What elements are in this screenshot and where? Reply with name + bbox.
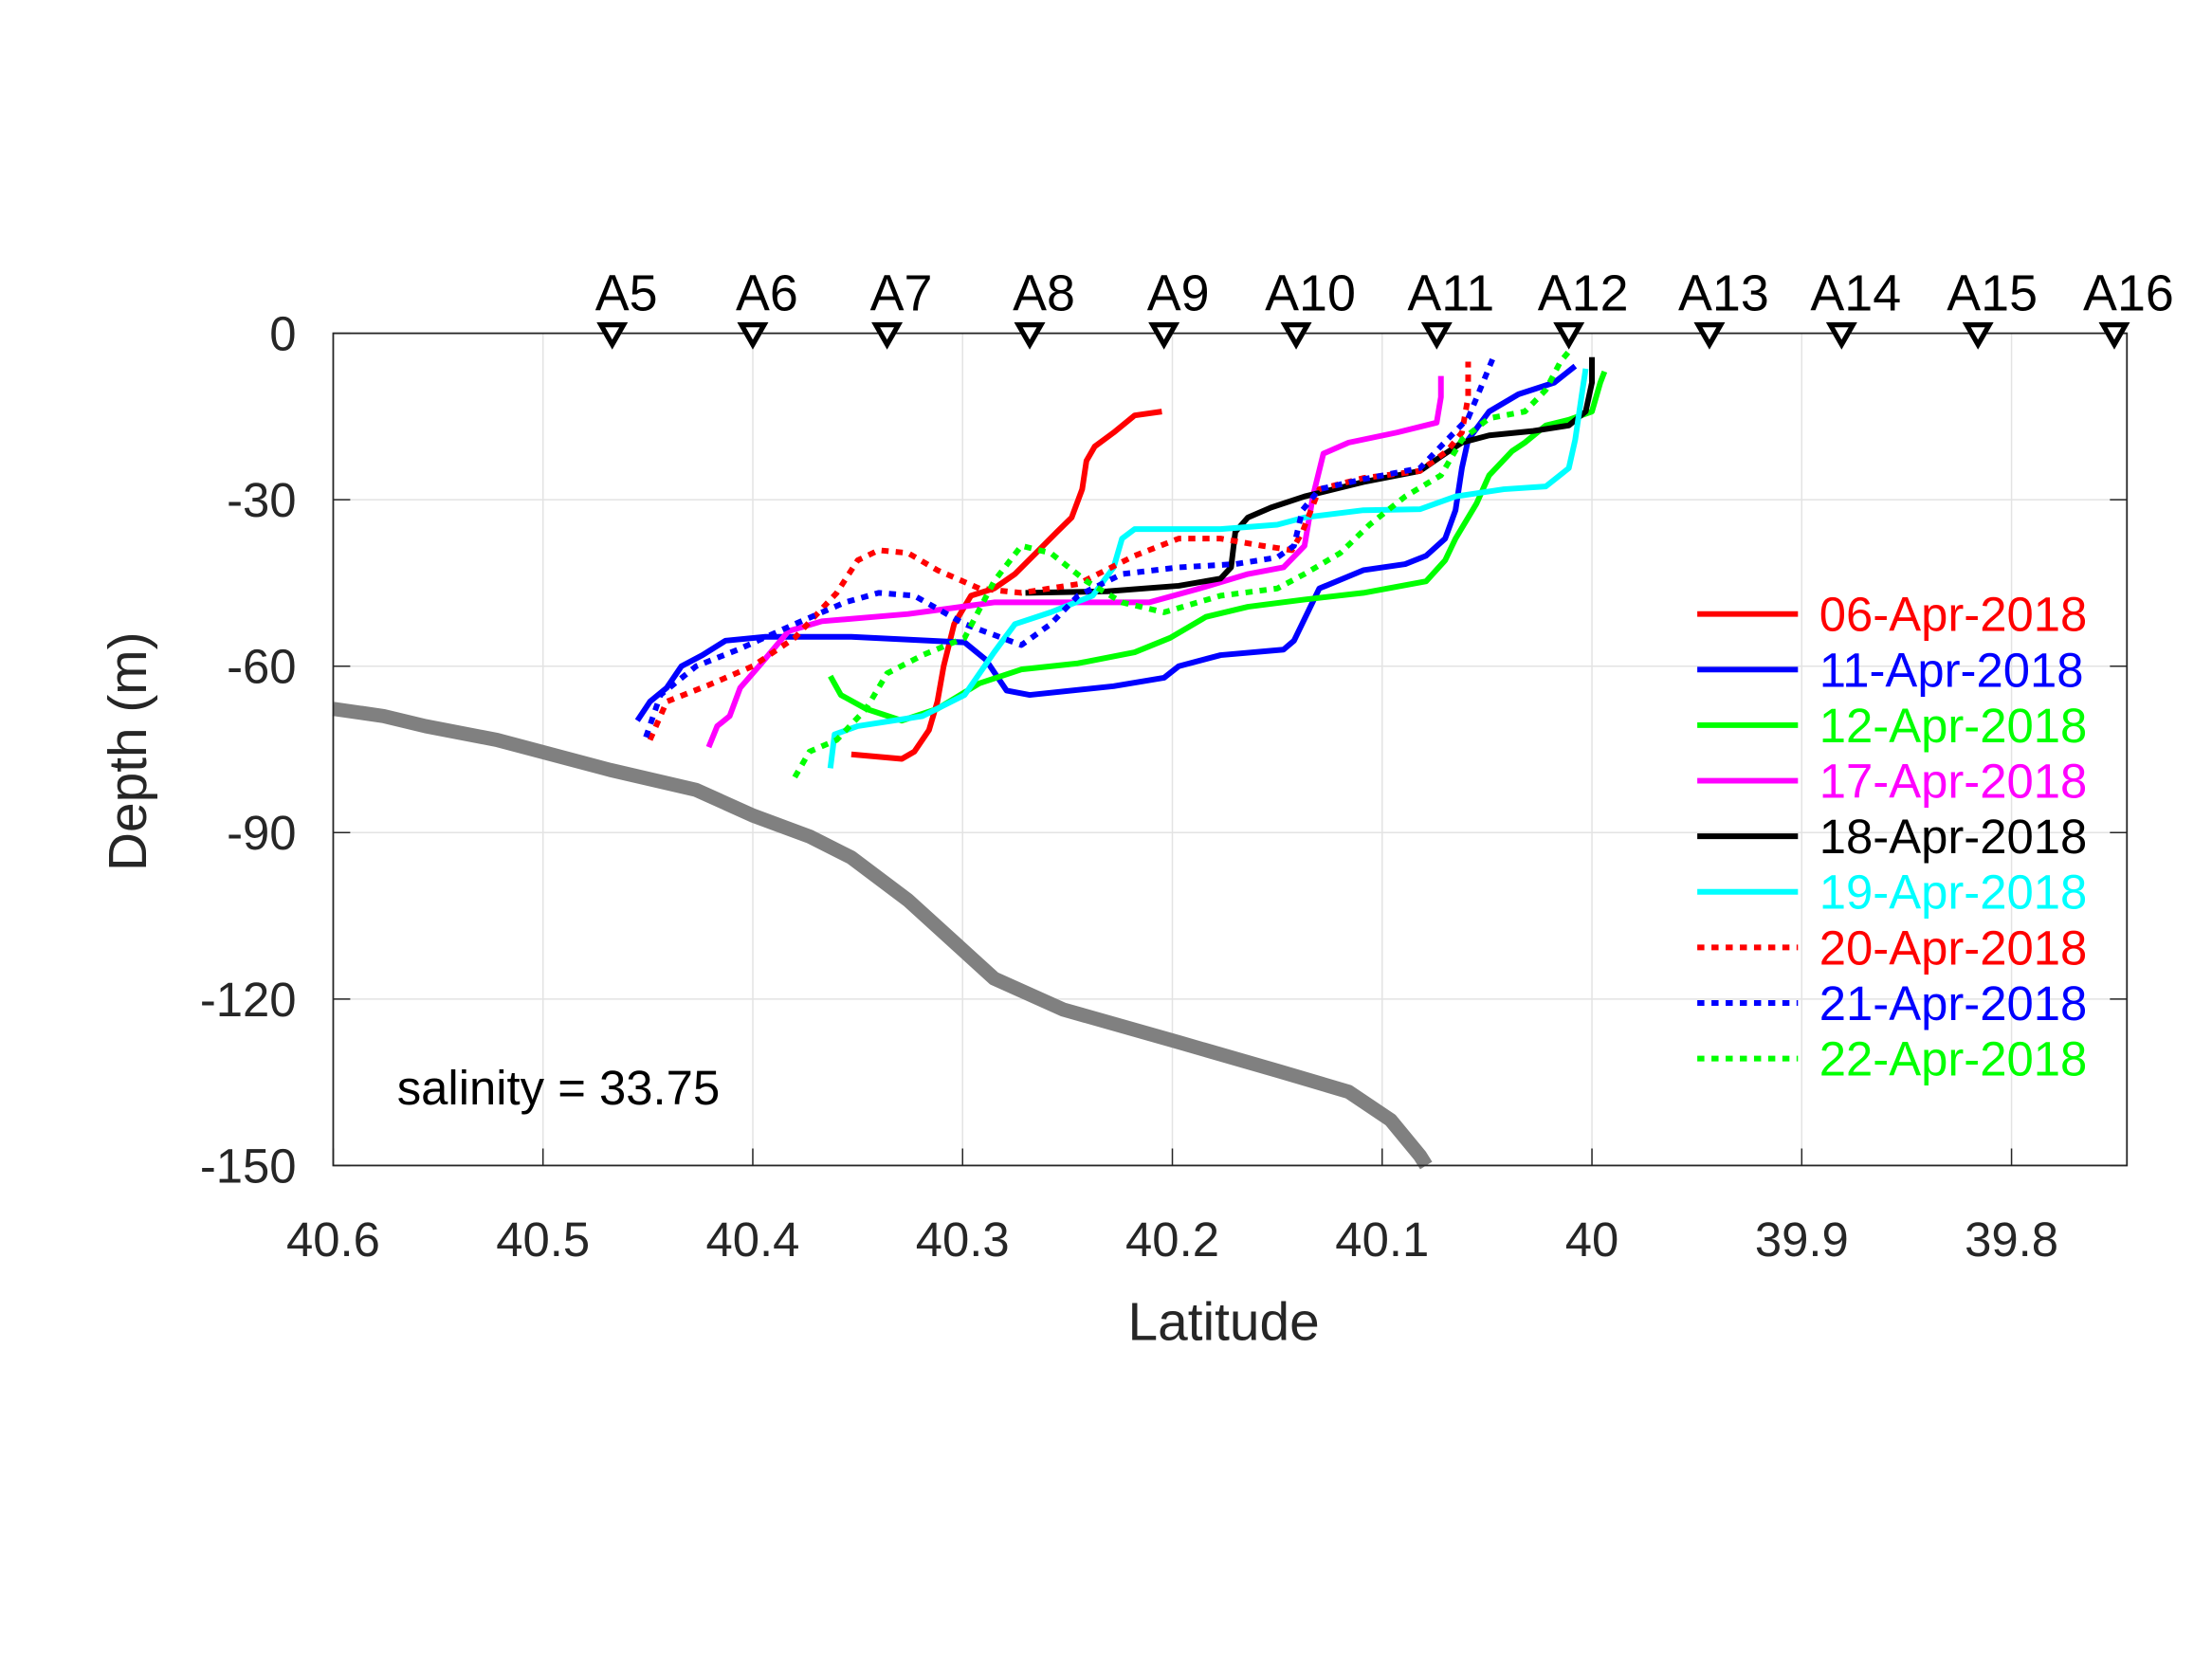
y-axis-label: Depth (m) [99, 631, 158, 871]
legend-entry: 20-Apr-2018 [1819, 921, 2088, 975]
series-line-18-Apr-2018 [1025, 356, 1596, 596]
station-markers: A5 A6 A7 A8 A9 A10 A11 A12 A13 A14 A15 A16 [595, 265, 2174, 350]
station-label: A6 [736, 265, 798, 322]
station-triangle-icon [1420, 321, 1453, 350]
legend-entry: 17-Apr-2018 [1819, 755, 2088, 809]
x-tick-label: 40.1 [1335, 1212, 1429, 1267]
legend-entry: 06-Apr-2018 [1819, 588, 2088, 642]
station-label: A16 [2083, 265, 2174, 322]
x-tick-label: 40 [1565, 1212, 1619, 1267]
y-tick-label: -60 [227, 640, 296, 694]
y-tick-label: -120 [200, 973, 297, 1027]
station-triangle-icon [596, 321, 629, 350]
x-tick-label: 40.5 [496, 1212, 590, 1267]
y-tick-label: -90 [227, 806, 296, 860]
y-tick-label: -30 [227, 473, 296, 527]
legend-entry: 18-Apr-2018 [1819, 810, 2088, 864]
station-triangle-icon [1553, 321, 1585, 350]
bathymetry-line [332, 702, 1433, 1170]
plot-frame [332, 332, 2129, 1167]
series-line-22-Apr-2018 [792, 349, 1571, 779]
station-triangle-icon [1693, 321, 1726, 350]
y-tick-label: -150 [200, 1139, 297, 1193]
station-triangle-icon [2098, 321, 2130, 350]
station-triangle-icon [1014, 321, 1046, 350]
station-label: A10 [1265, 265, 1356, 322]
station-label: A13 [1678, 265, 1769, 322]
station-triangle-icon [737, 321, 769, 350]
station-label: A12 [1538, 265, 1629, 322]
series-line-06-Apr-2018 [850, 409, 1162, 762]
x-tick-label: 39.9 [1755, 1212, 1849, 1267]
axes: 40.6 40.5 40.4 40.3 40.2 40.1 40 39.9 39.8 0 -30 -6… [200, 307, 2129, 1267]
station-label: A8 [1013, 265, 1075, 322]
station-triangle-icon [1148, 321, 1180, 350]
legend-entry: 11-Apr-2018 [1819, 643, 2084, 697]
station-triangle-icon [1280, 321, 1312, 350]
salinity-annotation: salinity = 33.75 [397, 1061, 720, 1115]
series-line-11-Apr-2018 [634, 363, 1578, 722]
station-label: A9 [1147, 265, 1210, 322]
legend: 06-Apr-201811-Apr-201812-Apr-201817-Apr-… [1697, 588, 2087, 1086]
x-tick-label: 40.6 [286, 1212, 380, 1267]
station-label: A14 [1810, 265, 1901, 322]
legend-entry: 21-Apr-2018 [1819, 976, 2088, 1030]
x-tick-label: 40.4 [706, 1212, 800, 1267]
series-line-17-Apr-2018 [705, 375, 1444, 749]
x-axis-label: Latitude [1128, 1292, 1320, 1352]
legend-entry: 12-Apr-2018 [1819, 699, 2088, 753]
series-line-19-Apr-2018 [827, 368, 1589, 769]
legend-entry: 19-Apr-2018 [1819, 866, 2088, 920]
station-label: A5 [595, 265, 658, 322]
legend-entry: 22-Apr-2018 [1819, 1032, 2088, 1086]
station-triangle-icon [1962, 321, 1994, 350]
y-tick-label: 0 [269, 307, 296, 361]
station-triangle-icon [871, 321, 904, 350]
x-tick-label: 39.8 [1965, 1212, 2058, 1267]
series-line-21-Apr-2018 [643, 356, 1496, 738]
station-label: A15 [1947, 265, 2038, 322]
series-line-20-Apr-2018 [647, 361, 1472, 741]
station-triangle-icon [1825, 321, 1857, 350]
series-line-12-Apr-2018 [828, 370, 1608, 724]
station-label: A7 [870, 265, 933, 322]
x-tick-label: 40.2 [1125, 1212, 1219, 1267]
x-tick-label: 40.3 [916, 1212, 1010, 1267]
series-lines [332, 349, 1608, 1170]
station-label: A11 [1407, 265, 1494, 322]
